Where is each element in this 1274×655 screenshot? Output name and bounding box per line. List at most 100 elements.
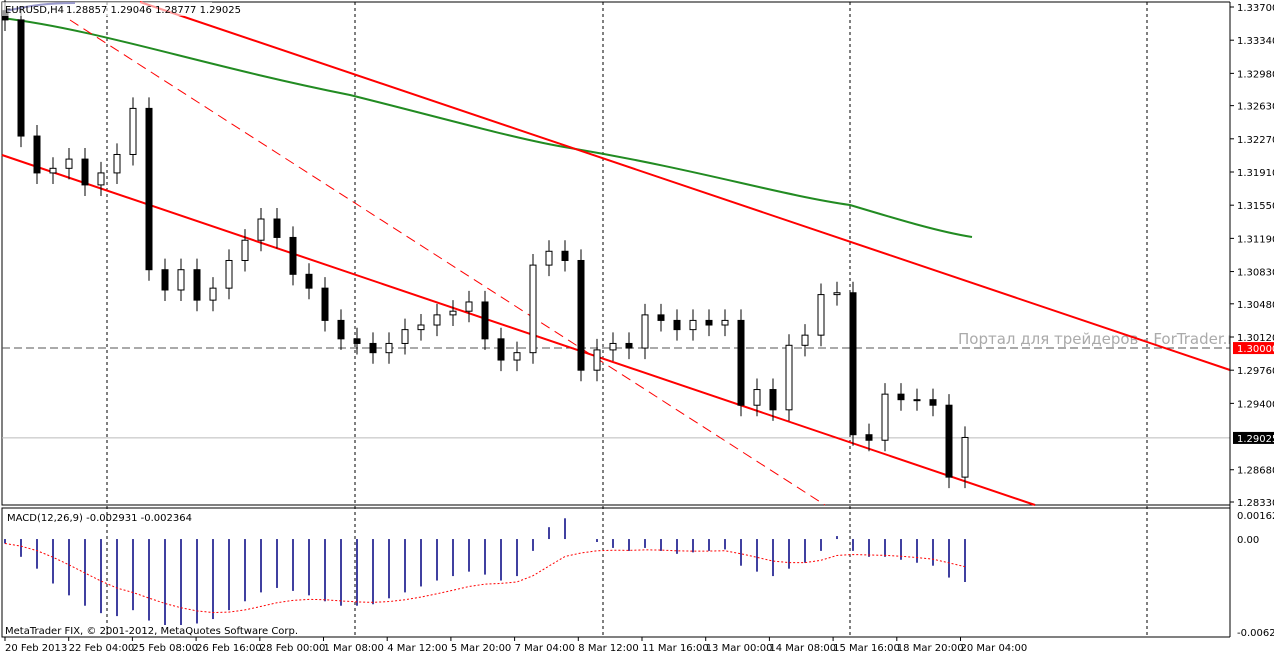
candle (609, 332, 617, 361)
candle (929, 388, 937, 417)
candle-body (577, 259, 585, 371)
price-tick: 1.29400 (1237, 399, 1274, 410)
candle-body (737, 319, 745, 406)
candle (897, 383, 905, 411)
time-tick: 5 Mar 20:00 (451, 643, 511, 654)
candle-body (321, 287, 329, 321)
price-tick: 1.31190 (1237, 234, 1274, 245)
candle (689, 309, 697, 341)
moving-average-line[interactable] (1, 17, 973, 238)
candle-body (833, 292, 841, 296)
candle (561, 240, 569, 272)
candle (673, 309, 681, 341)
candle (289, 226, 297, 286)
candle-body (209, 287, 217, 301)
candle-body (529, 264, 537, 354)
price-tick: 1.28680 (1237, 466, 1274, 477)
candle (193, 258, 201, 312)
candle-body (193, 269, 201, 301)
current-price-tag: 1.29025 (1237, 434, 1274, 445)
time-tick: 25 Feb 08:00 (132, 643, 198, 654)
candle-body (177, 269, 185, 291)
candle (161, 258, 169, 302)
price-tick: 1.30120 (1237, 333, 1274, 344)
time-tick: 18 Mar 20:00 (897, 643, 964, 654)
upper-trendline[interactable] (139, 1, 1231, 371)
candle (785, 334, 793, 421)
candle (33, 124, 41, 184)
macd-frame (1, 507, 1231, 638)
candle-body (113, 153, 121, 174)
ohlc-label: 1.28857 1.29046 1.28777 1.29025 (66, 5, 241, 16)
candle (721, 309, 729, 337)
candle-body (417, 324, 425, 331)
candle (801, 324, 809, 357)
dashed-trendline[interactable] (69, 19, 826, 506)
time-tick: 20 Mar 04:00 (961, 643, 1028, 654)
candle-body (289, 236, 297, 275)
candle-body (609, 342, 617, 351)
macd-tick: -0.006273 (1237, 628, 1274, 639)
candle (65, 148, 73, 180)
time-tick: 8 Mar 12:00 (578, 643, 638, 654)
candle (209, 277, 217, 312)
lower-trendline[interactable] (1, 154, 1036, 506)
candle-body (401, 329, 409, 344)
candle (145, 97, 153, 281)
price-axis[interactable]: 1.33700 1.33340 1.32980 1.32630 1.32270 1.319… (1230, 3, 1274, 639)
candle-body (641, 314, 649, 349)
candle-body (849, 292, 857, 436)
candle-body (657, 314, 665, 321)
candle-body (481, 301, 489, 340)
time-tick: 1 Mar 08:00 (324, 643, 384, 654)
candle (497, 327, 505, 372)
candle (545, 240, 553, 277)
candle-body (545, 250, 553, 266)
candle (657, 303, 665, 332)
candle (17, 8, 25, 148)
time-tick: 28 Feb 00:00 (260, 643, 326, 654)
price-tick: 1.29760 (1237, 366, 1274, 377)
time-tick: 15 Mar 16:00 (833, 643, 900, 654)
candle-body (753, 389, 761, 406)
time-tick: 14 Mar 08:00 (769, 643, 836, 654)
candle-body (225, 259, 233, 289)
candle (225, 249, 233, 300)
candle-body (881, 393, 889, 441)
price-tick: 1.32980 (1237, 69, 1274, 80)
candles (1, 0, 969, 489)
price-tick: 1.31910 (1237, 168, 1274, 179)
candle-body (625, 342, 633, 349)
candle (417, 313, 425, 341)
candle-body (929, 399, 937, 406)
macd-tick: 0.00 (1237, 535, 1259, 546)
price-tick: 1.31550 (1237, 201, 1274, 212)
symbol-label: EURUSD,H4 (5, 5, 64, 16)
candle (321, 277, 329, 332)
candle (401, 318, 409, 355)
candle (769, 378, 777, 421)
candle (849, 281, 857, 446)
candle (945, 394, 953, 489)
price-tick: 1.28330 (1237, 498, 1274, 509)
candle (385, 332, 393, 364)
candle-body (273, 218, 281, 238)
level-price-tag: 1.30000 (1237, 344, 1274, 355)
candle-body (673, 319, 681, 331)
price-tick: 1.33340 (1237, 36, 1274, 47)
price-tick: 1.32270 (1237, 135, 1274, 146)
candle (833, 281, 841, 306)
candle-body (769, 389, 777, 411)
candle-body (33, 135, 41, 174)
time-tick: 7 Mar 04:00 (515, 643, 575, 654)
candle-body (865, 434, 873, 441)
candle-body (497, 338, 505, 361)
candle-body (561, 250, 569, 261)
candle (273, 207, 281, 249)
candle (625, 332, 633, 360)
candle (353, 327, 361, 355)
candle (433, 303, 441, 337)
